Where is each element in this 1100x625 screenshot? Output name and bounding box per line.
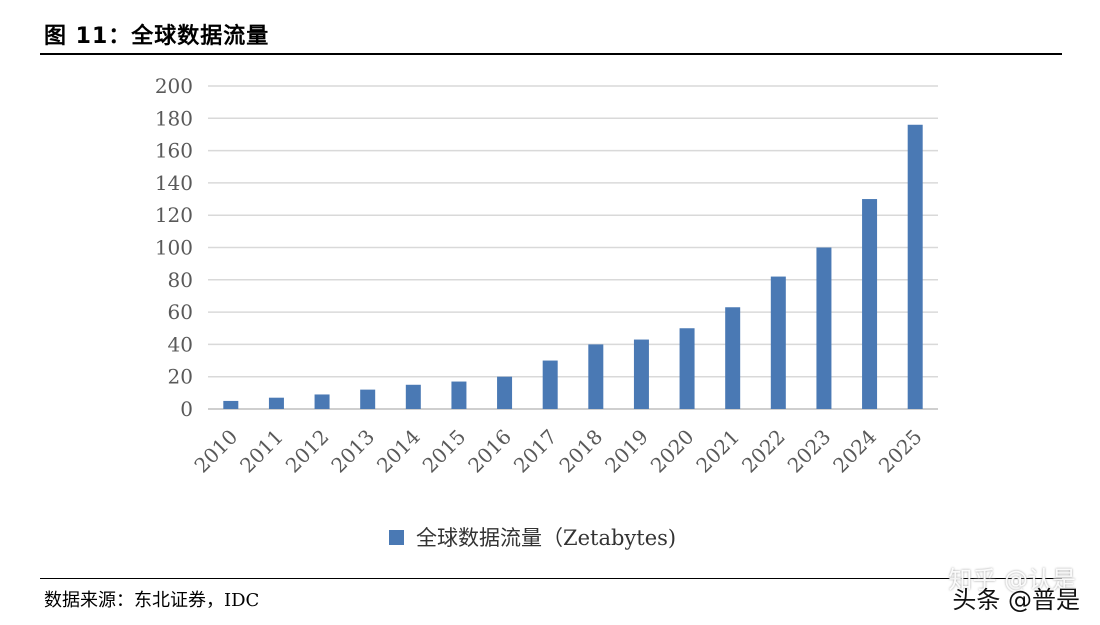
x-tick-label: 2011 <box>235 425 288 478</box>
bar-2013 <box>360 389 376 409</box>
y-tick-label: 0 <box>180 397 193 421</box>
x-tick-label: 2016 <box>463 425 516 478</box>
y-tick-label: 20 <box>168 365 193 389</box>
x-tick-label: 2024 <box>828 425 881 478</box>
x-tick-label: 2014 <box>372 425 425 478</box>
x-axis-ticks: 2010201120122013201420152016201720182019… <box>189 425 926 478</box>
y-tick-label: 180 <box>155 106 193 130</box>
legend-label: 全球数据流量（Zetabytes) <box>416 526 676 550</box>
bar-2016 <box>497 376 513 409</box>
bar-2010 <box>223 400 239 409</box>
bar-2018 <box>588 344 604 409</box>
x-tick-label: 2020 <box>646 425 699 478</box>
figure-title: 图 11：全球数据流量 <box>44 24 270 49</box>
x-tick-label: 2023 <box>783 425 836 478</box>
y-tick-label: 120 <box>155 203 193 227</box>
bar-2012 <box>314 394 330 409</box>
y-tick-label: 80 <box>168 268 193 292</box>
y-tick-label: 60 <box>168 300 193 324</box>
toutiao-watermark: 头条 @普是 <box>952 586 1080 614</box>
title-rule <box>40 53 1062 55</box>
x-tick-label: 2010 <box>189 425 242 478</box>
x-tick-label: 2022 <box>737 425 790 478</box>
x-tick-label: 2018 <box>554 425 607 478</box>
y-tick-label: 200 <box>155 74 193 98</box>
bar-2011 <box>268 397 284 409</box>
y-axis-ticks: 0 20 40 60 80 100 120 140 160 180 200 <box>155 74 193 421</box>
bar-2022 <box>770 276 786 409</box>
grid-layer <box>208 85 938 410</box>
x-tick-label: 2017 <box>509 425 562 478</box>
zhihu-watermark: 知乎 @认是 <box>948 566 1076 594</box>
bar-2021 <box>725 307 741 409</box>
bar-2019 <box>633 339 649 409</box>
bar-2014 <box>405 384 421 409</box>
legend-swatch <box>389 530 404 545</box>
x-tick-label: 2013 <box>326 425 379 478</box>
x-tick-label: 2019 <box>600 425 653 478</box>
y-tick-label: 40 <box>168 332 193 356</box>
source-rule <box>40 578 1062 579</box>
bar-2015 <box>451 381 467 409</box>
legend: 全球数据流量（Zetabytes) <box>389 526 676 550</box>
source-note: 数据来源：东北证券，IDC <box>44 590 260 611</box>
bar-2023 <box>816 247 832 409</box>
y-tick-label: 140 <box>155 171 193 195</box>
bar-2017 <box>542 360 558 409</box>
bars <box>223 124 923 409</box>
x-tick-label: 2015 <box>418 425 471 478</box>
y-tick-label: 100 <box>155 236 193 260</box>
bar-2024 <box>862 199 878 409</box>
bar-2025 <box>907 124 923 409</box>
y-tick-label: 160 <box>155 139 193 163</box>
x-tick-label: 2021 <box>691 425 744 478</box>
x-tick-label: 2025 <box>874 425 927 478</box>
bar-2020 <box>679 328 695 409</box>
x-tick-label: 2012 <box>281 425 334 478</box>
